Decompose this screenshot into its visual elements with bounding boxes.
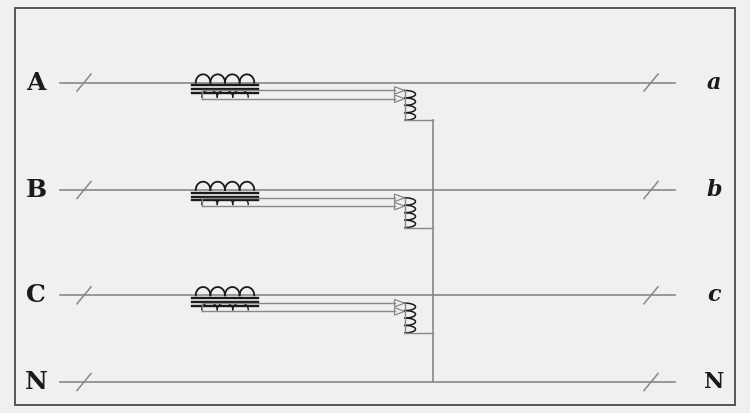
Text: B: B <box>26 178 46 202</box>
Text: c: c <box>707 284 721 306</box>
Text: N: N <box>25 370 47 394</box>
Text: C: C <box>26 283 46 307</box>
Text: b: b <box>706 179 722 201</box>
Text: A: A <box>26 71 46 95</box>
Text: N: N <box>704 371 724 393</box>
Text: a: a <box>706 71 722 94</box>
